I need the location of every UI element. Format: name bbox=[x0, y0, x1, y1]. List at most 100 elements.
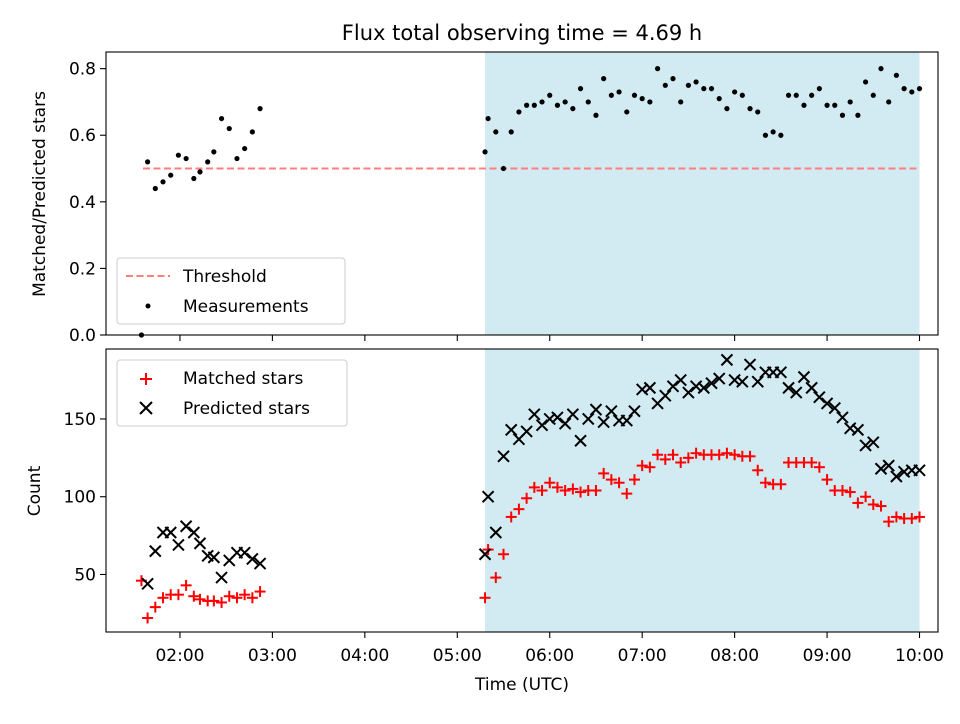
measurement-point bbox=[916, 86, 923, 92]
measurement-point bbox=[855, 112, 861, 118]
x-axis-label: Time (UTC) bbox=[474, 675, 569, 695]
predicted-star-point bbox=[851, 423, 865, 437]
matched-star-point bbox=[521, 492, 533, 504]
measurement-point bbox=[701, 86, 707, 92]
matched-star-point bbox=[188, 590, 200, 602]
measurement-point bbox=[732, 89, 738, 95]
matched-star-point bbox=[559, 485, 571, 496]
predicted-star-point bbox=[187, 526, 201, 539]
x-tick-label: 08:00 bbox=[710, 646, 759, 666]
measurement-point bbox=[793, 92, 799, 98]
measurement-point bbox=[770, 129, 776, 135]
predicted-star-point bbox=[859, 439, 872, 452]
matched-star-point bbox=[490, 572, 502, 584]
matched-star-point bbox=[690, 447, 702, 459]
x-tick-label: 02:00 bbox=[155, 646, 204, 666]
x-tick-label: 07:00 bbox=[618, 646, 667, 666]
predicted-star-point bbox=[558, 417, 572, 430]
predicted-star-point bbox=[253, 557, 267, 570]
matched-star-point bbox=[513, 503, 525, 515]
matched-star-point bbox=[744, 450, 756, 462]
ratio-panel: 0.00.20.40.60.8 Matched/Predicted stars … bbox=[30, 51, 939, 346]
predicted-star-point bbox=[528, 408, 541, 421]
measurement-point bbox=[670, 76, 676, 82]
matched-star-point bbox=[721, 447, 733, 459]
matched-star-point bbox=[628, 474, 640, 486]
measurements-legend-swatch bbox=[145, 303, 151, 309]
predicted-star-point bbox=[774, 366, 788, 379]
measurement-point bbox=[234, 155, 240, 162]
predicted-star-point bbox=[828, 401, 841, 415]
predicted-star-point bbox=[164, 526, 177, 539]
x-tick-label: 09:00 bbox=[803, 646, 852, 666]
predicted-star-point bbox=[682, 386, 695, 399]
ratio-y-axis: 0.0 0.2 0.4 0.6 0.8 bbox=[69, 60, 106, 346]
matched-star-point bbox=[598, 467, 610, 479]
measurements-legend-label: Measurements bbox=[183, 297, 309, 317]
matched-star-point bbox=[852, 497, 864, 509]
predicted-star-point bbox=[713, 372, 726, 385]
predicted-star-point bbox=[238, 546, 251, 559]
measurement-point bbox=[762, 132, 769, 138]
measurement-point bbox=[747, 106, 753, 112]
matched-star-point bbox=[821, 474, 833, 486]
y-tick-label: 150 bbox=[64, 410, 96, 430]
y-tick-label: 0.0 bbox=[69, 326, 96, 346]
measurement-point bbox=[249, 129, 255, 135]
measurement-point bbox=[662, 82, 668, 88]
measurement-point bbox=[570, 106, 576, 112]
matched-star-point bbox=[682, 452, 694, 464]
matched-star-point bbox=[636, 460, 648, 472]
predicted-star-point bbox=[179, 520, 193, 533]
matched-star-point bbox=[836, 485, 848, 496]
x-tick-label: 03:00 bbox=[248, 646, 297, 666]
x-tick-label: 06:00 bbox=[525, 646, 574, 666]
measurement-point bbox=[608, 92, 614, 98]
predicted-star-point bbox=[246, 552, 259, 566]
measurement-point bbox=[516, 109, 522, 115]
predicted-star-point bbox=[535, 418, 549, 432]
measurement-point bbox=[739, 92, 745, 98]
measurement-point bbox=[685, 82, 692, 88]
matched-star-point bbox=[567, 483, 579, 495]
matched-star-point bbox=[231, 592, 243, 604]
predicted-star-point bbox=[697, 381, 711, 395]
measurement-point bbox=[211, 149, 217, 155]
predicted-star-point bbox=[836, 411, 849, 424]
predicted-star-point bbox=[582, 412, 595, 426]
measurement-point bbox=[562, 99, 568, 105]
predicted-star-point bbox=[659, 389, 672, 402]
measurement-points bbox=[138, 66, 923, 338]
matched-star-point bbox=[875, 500, 887, 512]
measurement-point bbox=[145, 159, 151, 165]
count-y-axis: 50 100 150 bbox=[64, 410, 106, 585]
measurement-point bbox=[631, 92, 638, 98]
measurement-point bbox=[693, 79, 699, 85]
predicted-star-point bbox=[141, 577, 154, 591]
predicted-star-point bbox=[172, 538, 185, 552]
measurement-point bbox=[816, 86, 822, 92]
matched-star-point bbox=[180, 579, 192, 591]
predicted-star-point bbox=[913, 464, 926, 477]
count-x-axis: 02:00 03:00 04:00 05:00 06:00 07:00 08:00 09:00… bbox=[155, 632, 944, 666]
measurement-point bbox=[724, 106, 730, 112]
measurement-point bbox=[832, 102, 838, 108]
matched-star-point bbox=[498, 548, 510, 560]
threshold-legend-label: Threshold bbox=[182, 267, 267, 287]
matched-star-point bbox=[713, 449, 725, 461]
measurement-point bbox=[554, 102, 561, 108]
measurement-point bbox=[708, 86, 715, 92]
measurement-point bbox=[226, 125, 232, 132]
x-tick-label: 04:00 bbox=[340, 646, 389, 666]
predicted-star-point bbox=[805, 381, 818, 395]
count-plot-frame bbox=[105, 348, 939, 633]
measurement-point bbox=[616, 89, 622, 95]
predicted-star-point bbox=[520, 425, 533, 438]
predicted-star-point bbox=[743, 358, 757, 371]
predicted-legend-label: Predicted stars bbox=[183, 399, 310, 419]
measurement-point bbox=[539, 99, 545, 105]
measurement-point bbox=[755, 109, 761, 115]
predicted-star-point bbox=[551, 411, 564, 424]
predicted-star-point bbox=[207, 551, 221, 564]
y-tick-label: 0.2 bbox=[69, 259, 96, 279]
